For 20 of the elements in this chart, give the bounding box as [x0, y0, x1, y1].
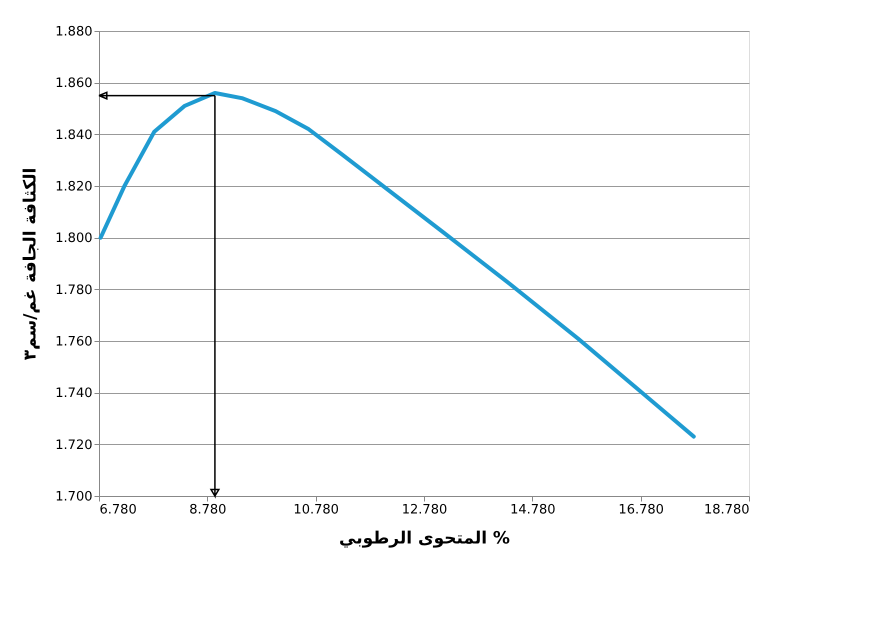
- y-tick-label: 1.800: [55, 231, 92, 246]
- line-series: [98, 91, 696, 439]
- x-tick-label: 10.780: [293, 502, 339, 518]
- y-tick-label: 1.880: [55, 24, 92, 40]
- x-tick-label: 18.780: [704, 502, 750, 518]
- y-tick-label: 1.860: [55, 76, 92, 92]
- x-axis-title: المتحوى الرطوبي %: [339, 528, 510, 548]
- x-tick-label: 12.780: [402, 502, 448, 518]
- y-tick-label: 1.760: [55, 334, 92, 350]
- y-tick-label: 1.780: [55, 282, 92, 298]
- y-tick-label: 1.820: [55, 180, 92, 194]
- y-tick-label: 1.720: [55, 438, 92, 453]
- x-tick-label: 14.780: [510, 502, 556, 518]
- y-axis-title: الكثافة الجافة غم/سم٣: [20, 168, 40, 360]
- x-tick-label: 16.780: [618, 502, 664, 518]
- x-tick-label: 8.780: [189, 502, 226, 518]
- x-tick-label: 6.780: [100, 502, 137, 518]
- y-tick-label: 1.840: [55, 128, 92, 143]
- y-tick-label: 1.700: [55, 490, 92, 504]
- y-tick-label: 1.740: [55, 386, 92, 402]
